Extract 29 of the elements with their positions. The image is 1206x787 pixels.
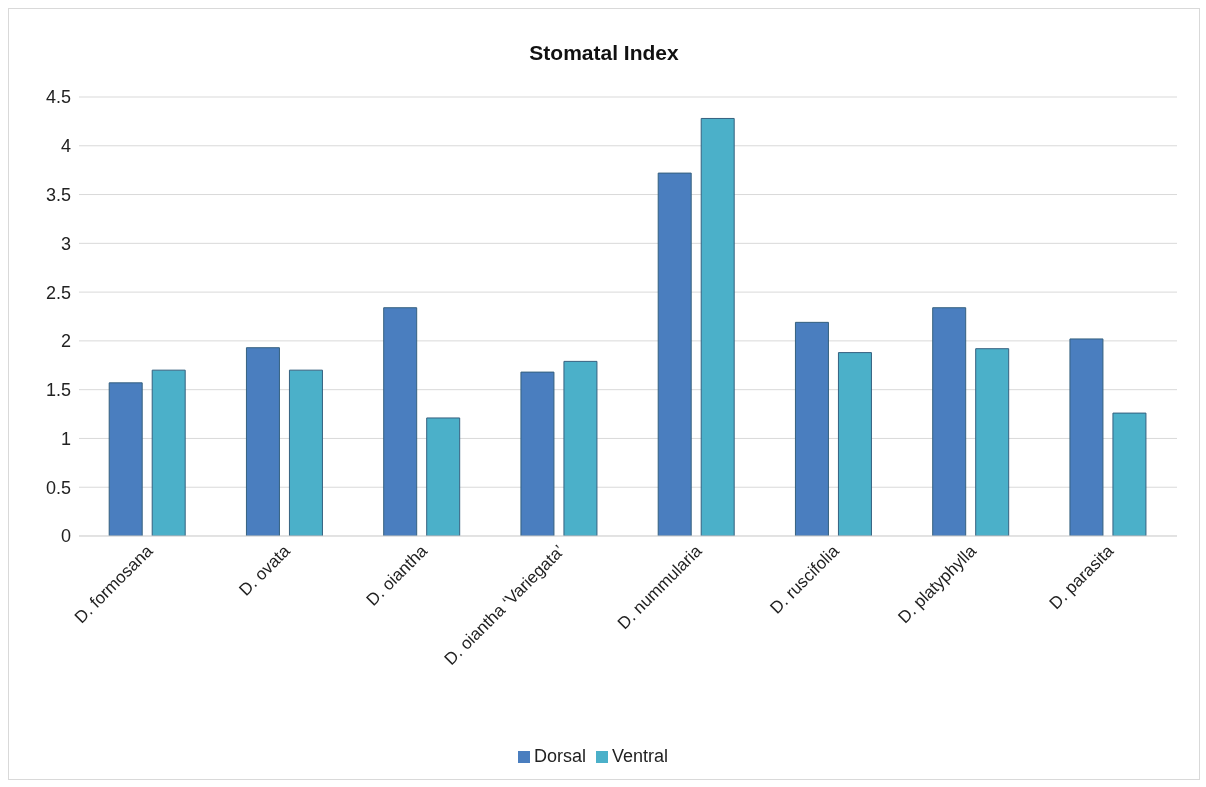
bar xyxy=(657,172,692,536)
bar xyxy=(837,352,872,536)
y-tick-label: 4.5 xyxy=(45,87,71,108)
y-tick-label: 3.5 xyxy=(45,184,71,205)
y-tick-label: 1 xyxy=(60,428,71,449)
y-tick-label: 3 xyxy=(60,233,71,254)
bar xyxy=(1112,412,1147,536)
bar xyxy=(700,117,735,536)
y-tick-label: 1.5 xyxy=(45,380,71,401)
legend-label: Dorsal xyxy=(533,746,586,766)
bar xyxy=(108,382,143,536)
bar xyxy=(383,307,418,536)
y-tick-label: 4 xyxy=(60,136,71,157)
bar xyxy=(151,369,186,536)
bar xyxy=(288,369,323,536)
bar xyxy=(932,307,967,536)
y-tick-label: 0 xyxy=(60,526,71,547)
y-tick-label: 2 xyxy=(60,331,71,352)
y-tick-label: 2.5 xyxy=(45,282,71,303)
bar xyxy=(563,360,598,536)
chart-title: Stomatal Index xyxy=(528,41,680,66)
bar xyxy=(975,348,1010,536)
bar xyxy=(794,321,829,536)
y-tick-label: 0.5 xyxy=(45,477,71,498)
bar xyxy=(426,417,461,536)
bar xyxy=(245,347,280,536)
legend-label: Ventral xyxy=(611,746,669,766)
bar xyxy=(520,371,555,536)
bar xyxy=(1069,338,1104,536)
